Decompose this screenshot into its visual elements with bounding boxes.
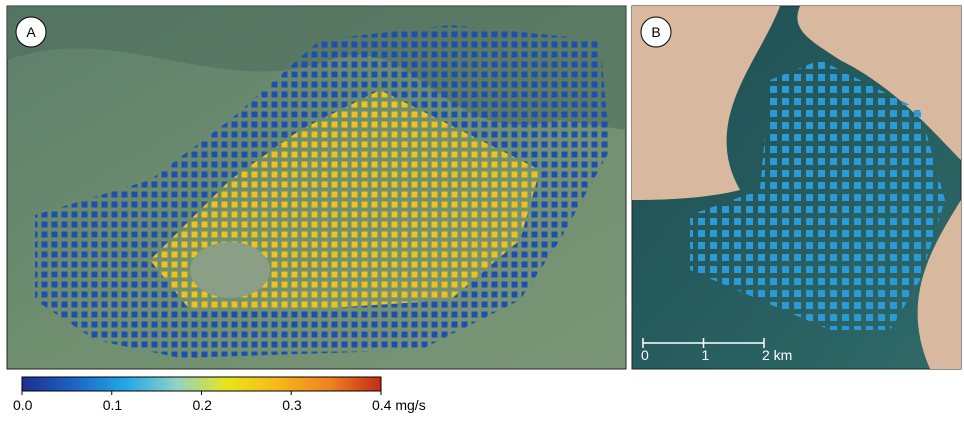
colorbar-tick-label: 0.3 <box>282 397 302 413</box>
colorbar-tick-label: 0.0 <box>13 397 33 413</box>
figure: A B 0 1 2 km 0.0 0.1 0.2 0.3 0.4 mg/s <box>0 0 964 424</box>
colorbar-bar <box>22 377 381 391</box>
panel-b: B 0 1 2 km <box>632 6 961 369</box>
panel-label: A <box>26 24 36 40</box>
colorbar-tick-label: 0.4 mg/s <box>372 397 426 413</box>
colorbar: 0.0 0.1 0.2 0.3 0.4 mg/s <box>13 377 426 413</box>
scale-bar-label: 1 <box>702 347 710 363</box>
colorbar-tick-label: 0.2 <box>193 397 213 413</box>
panel-a: A <box>7 6 626 369</box>
panel-label: B <box>651 24 660 40</box>
figure-canvas: A B 0 1 2 km 0.0 0.1 0.2 0.3 0.4 mg/s <box>0 0 964 424</box>
colorbar-tick-label: 0.1 <box>103 397 123 413</box>
scale-bar-label: 2 km <box>762 347 792 363</box>
scale-bar-label: 0 <box>641 347 649 363</box>
island <box>190 242 270 298</box>
